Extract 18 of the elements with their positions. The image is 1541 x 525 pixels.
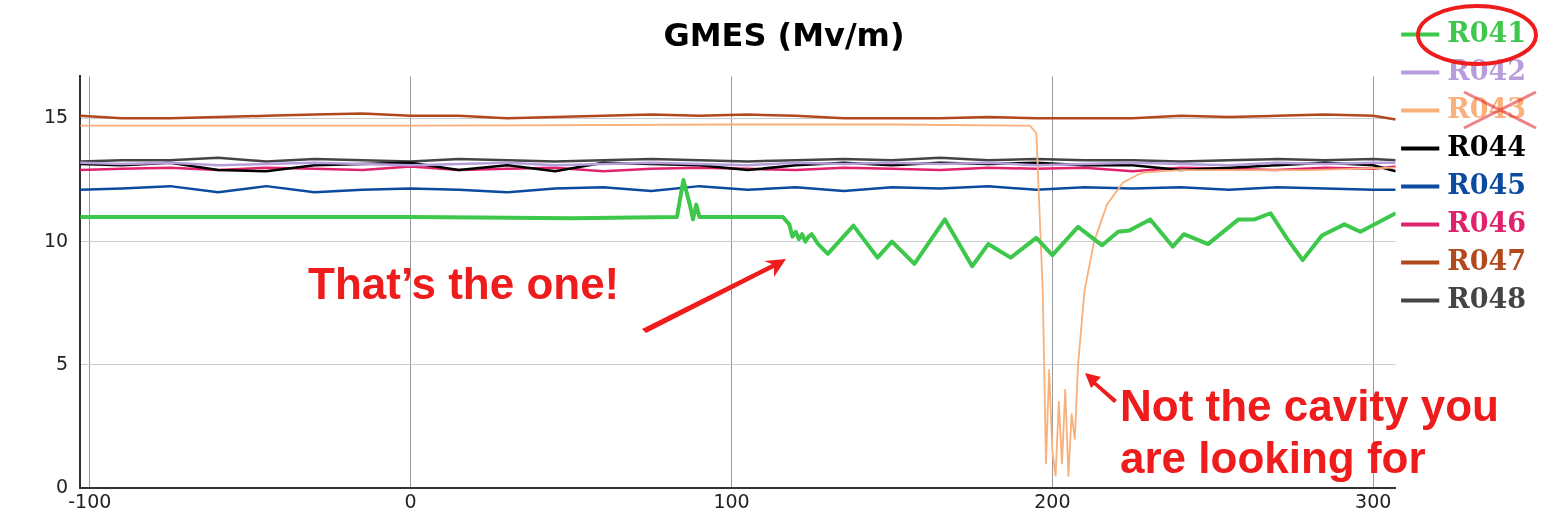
legend-label: R047 <box>1447 244 1527 276</box>
annotation: Not the cavity you are looking for <box>1120 380 1500 484</box>
y-tick-label: 5 <box>56 351 69 374</box>
annotation: That’s the one! <box>308 258 621 310</box>
y-tick-label: 0 <box>56 475 69 498</box>
x-tick-label: 100 <box>713 489 750 512</box>
legend-label: R046 <box>1447 206 1527 238</box>
x-tick-label: 0 <box>404 489 417 512</box>
x-tick-label: 200 <box>1034 489 1071 512</box>
y-tick-label: 10 <box>43 228 69 251</box>
legend-label: R041 <box>1447 16 1527 48</box>
y-tick-label: 15 <box>43 105 69 128</box>
x-tick-label: 300 <box>1355 489 1392 512</box>
legend-label: R044 <box>1447 130 1527 162</box>
legend-label: R045 <box>1447 168 1527 200</box>
legend-label: R048 <box>1447 282 1527 314</box>
x-tick-label: -100 <box>68 489 112 512</box>
chart-title: GMES (Mv/m) <box>663 15 905 54</box>
